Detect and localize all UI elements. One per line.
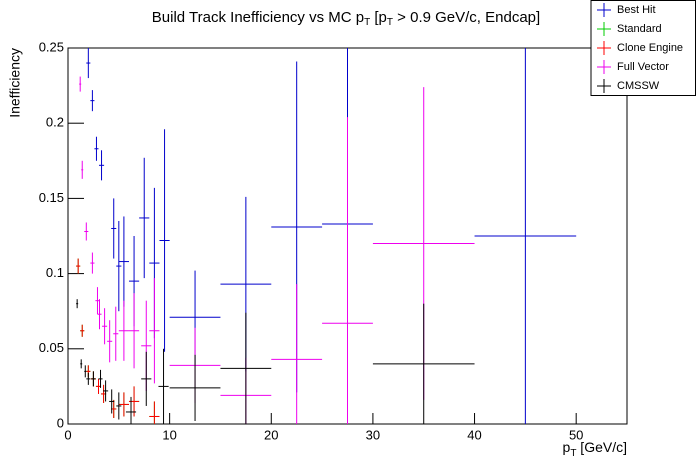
x-tick-label: 50 [569, 427, 583, 442]
y-tick-label: 0.1 [46, 265, 64, 280]
y-tick-label: 0 [57, 415, 64, 430]
x-label-sub: T [570, 448, 576, 459]
legend-label: Clone Engine [617, 42, 683, 54]
legend-label: Best Hit [617, 4, 656, 16]
y-tick-label: 0.05 [39, 340, 64, 355]
legend-label: CMSSW [617, 80, 660, 92]
legend-label: Full Vector [617, 61, 669, 73]
x-label-part: [GeV/c] [576, 439, 627, 455]
title-sub: T [387, 17, 393, 28]
title-part: > 0.9 GeV/c, Endcap] [393, 9, 540, 26]
x-tick-label: 0 [64, 427, 71, 442]
title-part: Build Track Inefficiency vs MC p [152, 9, 364, 26]
legend-label: Standard [617, 23, 662, 35]
y-tick-label: 0.25 [39, 39, 64, 54]
x-tick-label: 40 [467, 427, 481, 442]
chart-title: Build Track Inefficiency vs MC pT [pT > … [152, 9, 540, 28]
x-tick-label: 30 [366, 427, 380, 442]
x-label-part: p [563, 439, 571, 455]
x-axis-label: pT [GeV/c] [563, 439, 627, 459]
x-tick-label: 20 [264, 427, 278, 442]
y-axis-label: Inefficiency [7, 48, 23, 118]
y-tick-label: 0.2 [46, 115, 64, 130]
title-sub: T [364, 17, 370, 28]
title-part: [p [370, 9, 387, 26]
y-tick-label: 0.15 [39, 190, 64, 205]
x-tick-label: 10 [162, 427, 176, 442]
